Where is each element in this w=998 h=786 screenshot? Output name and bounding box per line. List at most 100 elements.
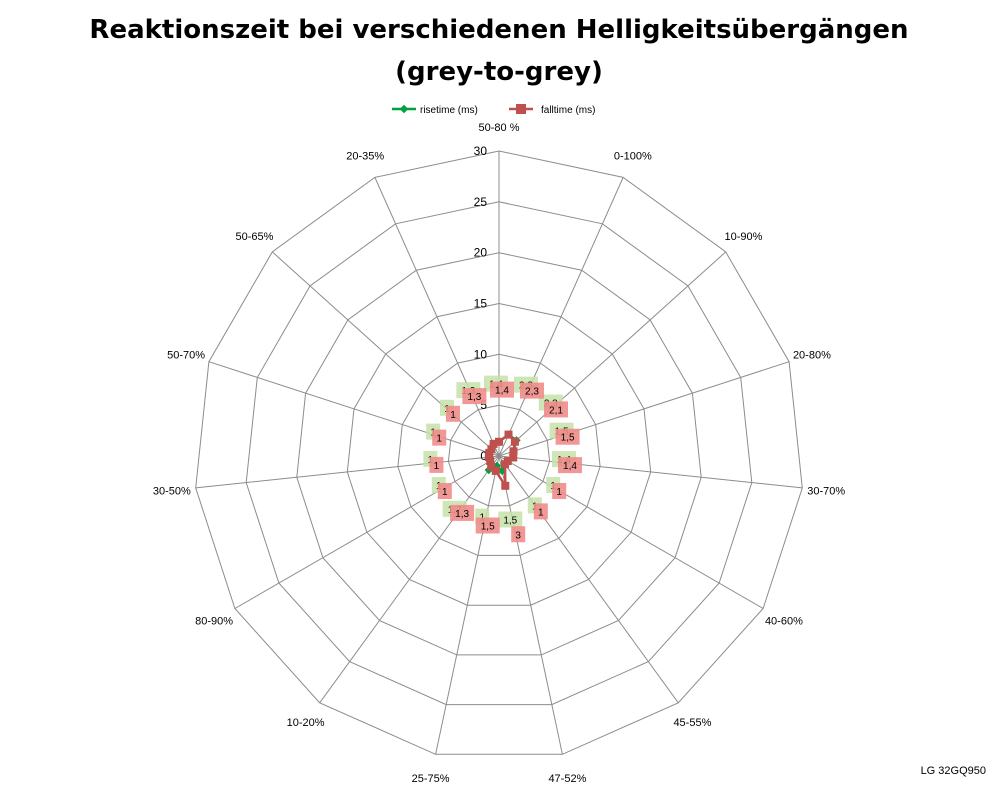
data-label-bg — [544, 401, 568, 418]
falltime-data-label: 1,3 — [467, 392, 481, 403]
chart-title: Reaktionszeit bei verschiedenen Helligke… — [89, 15, 908, 45]
grid-spoke — [498, 455, 563, 755]
falltime-data-label: 1,4 — [495, 386, 509, 397]
category-label: 40-60% — [765, 616, 803, 628]
falltime-point — [489, 439, 498, 448]
grid-spoke — [498, 361, 790, 457]
category-label: 25-75% — [412, 773, 450, 785]
radial-tick-label: 0 — [480, 449, 487, 463]
radar-grid — [195, 150, 803, 755]
category-label: 30-50% — [153, 485, 191, 497]
falltime-point — [510, 437, 519, 446]
data-label-bg — [558, 457, 582, 474]
grid-spoke — [498, 455, 764, 609]
legend-falltime-marker — [516, 104, 526, 114]
radial-tick-label: 25 — [474, 195, 488, 209]
falltime-data-label: 2,3 — [525, 387, 539, 398]
falltime-data-label: 1 — [434, 461, 440, 472]
data-label-bg — [450, 504, 475, 521]
legend-risetime-label: risetime (ms) — [420, 105, 478, 116]
data-label-bg — [498, 511, 523, 528]
data-label-bg — [446, 405, 460, 422]
falltime-data-label: 1 — [538, 507, 544, 518]
falltime-point — [501, 481, 510, 490]
series-lines — [484, 430, 521, 491]
data-label-bg — [437, 483, 452, 499]
falltime-point — [501, 460, 509, 469]
chart-subtitle: (grey-to-grey) — [395, 57, 603, 87]
data-label-bg — [490, 381, 514, 398]
data-label-bg — [429, 456, 444, 473]
grid-spoke — [435, 455, 500, 755]
falltime-data-label: 1,3 — [455, 509, 469, 520]
grid-spoke — [374, 177, 500, 457]
category-label: 20-35% — [346, 150, 384, 162]
falltime-point — [509, 453, 518, 462]
legend: risetime (ms) falltime (ms) — [392, 104, 595, 116]
falltime-point — [491, 466, 500, 475]
grid-ring — [346, 302, 652, 606]
data-label-bg — [520, 382, 544, 399]
falltime-data-label: 1 — [450, 410, 456, 421]
footer-label: LG 32GQ950 — [921, 765, 986, 777]
grid-spoke — [498, 455, 679, 704]
category-label: 50-70% — [167, 349, 205, 361]
category-label: 30-70% — [807, 485, 845, 497]
category-label: 50-65% — [236, 231, 274, 243]
falltime-point — [509, 447, 518, 456]
grid-ring — [397, 353, 601, 556]
grid-ring — [245, 201, 753, 706]
data-label-bg — [555, 428, 580, 445]
data-labels: 1,42,32,31,51,4111,511,711111,31,42,32,1… — [423, 375, 582, 543]
risetime-data-label: 1,5 — [503, 516, 517, 527]
grid-ring — [296, 252, 702, 656]
category-label: 47-52% — [548, 773, 586, 785]
grid-spoke — [271, 251, 500, 457]
falltime-data-label: 1 — [556, 487, 562, 498]
falltime-data-label: 2,1 — [549, 405, 563, 416]
radial-tick-label: 20 — [474, 246, 488, 260]
data-label-bg — [462, 388, 487, 405]
legend-falltime-label: falltime (ms) — [541, 105, 595, 116]
radial-tick-label: 5 — [480, 398, 487, 412]
falltime-point — [495, 437, 503, 446]
legend-risetime-marker — [399, 104, 409, 114]
radial-tick-label: 30 — [474, 144, 488, 158]
falltime-point — [484, 453, 493, 462]
grid-spoke — [234, 455, 500, 609]
category-labels: 50-80 % 0-100% 10-90% 20-80% 30-70% 40-60% 45-… — [153, 122, 846, 785]
falltime-data-label: 1,4 — [563, 461, 577, 472]
radial-axis-ticks: 0 5 10 15 20 25 30 — [474, 144, 488, 463]
data-label-bg — [552, 483, 567, 499]
falltime-data-label: 1 — [442, 487, 448, 498]
grid-spoke — [319, 455, 500, 704]
grid-spoke — [498, 251, 727, 457]
falltime-data-label: 1 — [436, 434, 442, 445]
data-label-bg — [533, 503, 548, 520]
category-label: 20-80% — [793, 349, 831, 361]
radial-tick-label: 10 — [474, 347, 488, 361]
grid-ring — [195, 150, 803, 755]
category-label: 10-90% — [725, 231, 763, 243]
grid-spoke — [195, 455, 500, 489]
falltime-data-label: 1,5 — [561, 433, 575, 444]
data-label-bg — [511, 526, 526, 543]
category-label: 80-90% — [195, 616, 233, 628]
data-label-bg — [432, 429, 447, 446]
falltime-point — [487, 462, 496, 471]
grid-spoke — [498, 455, 803, 489]
category-label: 0-100% — [614, 150, 652, 162]
category-label: 45-55% — [673, 717, 711, 729]
category-label: 10-20% — [287, 717, 325, 729]
falltime-data-label: 1,5 — [481, 522, 495, 533]
radial-tick-label: 15 — [474, 297, 488, 311]
grid-spoke — [498, 177, 624, 457]
data-label-bg — [475, 517, 500, 534]
grid-spoke — [208, 361, 500, 457]
falltime-point — [487, 445, 496, 454]
falltime-data-label: 3 — [515, 530, 521, 541]
falltime-point — [504, 430, 513, 439]
category-label: 50-80 % — [479, 122, 520, 134]
grid-ring — [447, 404, 551, 507]
